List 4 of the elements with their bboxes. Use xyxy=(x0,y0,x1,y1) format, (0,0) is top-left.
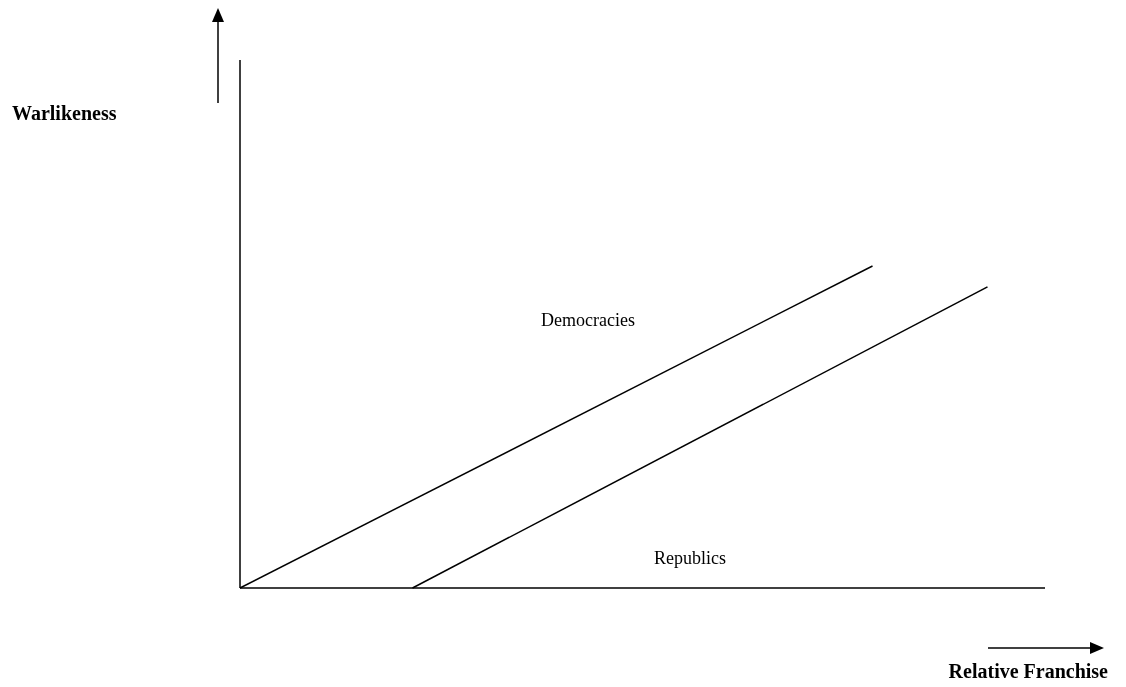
x-axis-title: Relative Franchise xyxy=(948,660,1109,682)
text: Warlikeness xyxy=(12,102,117,124)
annotation: Republics xyxy=(654,548,726,568)
annotation: Democracies xyxy=(541,310,635,330)
